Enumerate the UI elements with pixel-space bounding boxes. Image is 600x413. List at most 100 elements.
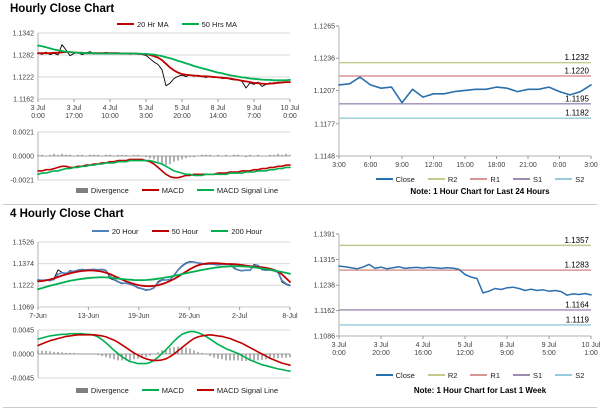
svg-text:1.1164: 1.1164 (565, 300, 589, 309)
four-hourly-macd-chart: 0.0045 0.0000 -0.0045 (10, 328, 291, 383)
svg-text:3:00: 3:00 (584, 162, 598, 169)
svg-text:1.1526: 1.1526 (13, 240, 35, 247)
svg-text:6:00: 6:00 (364, 162, 378, 169)
pivot-24h-note: Note: 1 Hour Chart for Last 24 Hours (410, 187, 550, 196)
svg-text:1.1282: 1.1282 (13, 53, 35, 60)
svg-text:-0.0021: -0.0021 (10, 178, 34, 185)
legend-swatch-line-icon (196, 389, 214, 391)
legend-item-r1: R1 (470, 371, 500, 380)
svg-text:0.0000: 0.0000 (13, 154, 35, 161)
svg-text:0.0021: 0.0021 (13, 130, 35, 137)
legend-swatch-line-icon (141, 389, 159, 391)
legend-swatch-line-icon (470, 374, 488, 376)
svg-text:3:00: 3:00 (332, 162, 346, 169)
svg-text:1.1232: 1.1232 (565, 53, 590, 62)
svg-text:1.1357: 1.1357 (565, 236, 590, 245)
svg-text:1.1222: 1.1222 (13, 283, 35, 290)
legend-swatch-line-icon (513, 374, 530, 376)
svg-text:12:00: 12:00 (425, 162, 443, 169)
legend-item-macd-signal-line: MACD Signal Line (196, 386, 278, 395)
svg-text:13-Jun: 13-Jun (78, 313, 100, 320)
section-divider-bottom (3, 407, 597, 408)
legend-swatch-line-icon (116, 23, 134, 25)
svg-text:1.1207: 1.1207 (314, 88, 336, 95)
svg-text:1.1222: 1.1222 (13, 75, 35, 82)
legend-item-20-hr-ma: 20 Hr MA (116, 20, 169, 29)
svg-text:1.1195: 1.1195 (565, 94, 589, 103)
legend-swatch-line-icon (470, 178, 488, 180)
svg-text:9:00: 9:00 (395, 162, 409, 169)
svg-text:1.1086: 1.1086 (314, 334, 336, 341)
svg-text:1.1283: 1.1283 (565, 261, 590, 270)
svg-text:1.1265: 1.1265 (314, 24, 336, 31)
svg-text:1.1238: 1.1238 (314, 283, 336, 290)
legend-item-macd: MACD (141, 386, 184, 395)
four-hourly-macd-legend: Divergence MACD MACD Signal Line (6, 385, 322, 395)
legend-item-macd: MACD (141, 186, 184, 195)
legend-item-close: Close (375, 175, 415, 184)
svg-text:0.0000: 0.0000 (13, 352, 35, 359)
legend-swatch-line-icon (375, 374, 393, 376)
hourly-chart-title: Hourly Close Chart (10, 3, 115, 15)
svg-text:26-Jun: 26-Jun (178, 313, 200, 320)
svg-text:1.1177: 1.1177 (314, 121, 335, 128)
legend-item-50-hrs-ma: 50 Hrs MA (181, 20, 237, 29)
legend-swatch-line-icon (555, 178, 573, 180)
legend-swatch-line-icon (427, 178, 445, 180)
svg-text:1.1315: 1.1315 (314, 257, 336, 264)
legend-item-divergence: Divergence (75, 386, 129, 395)
svg-text:0:00: 0:00 (553, 162, 567, 169)
svg-text:18:00: 18:00 (488, 162, 506, 169)
legend-item-50-hour: 50 Hour (151, 227, 198, 236)
svg-text:1.1220: 1.1220 (565, 67, 590, 76)
svg-text:1.1374: 1.1374 (13, 261, 35, 268)
legend-item-s2: S2 (555, 371, 584, 380)
legend-swatch-line-icon (91, 230, 109, 232)
legend-item-s1: S1 (513, 175, 542, 184)
four-hourly-chart-title: 4 Hourly Close Chart (10, 208, 124, 220)
legend-item-divergence: Divergence (75, 186, 129, 195)
svg-text:1.1162: 1.1162 (13, 97, 34, 104)
svg-text:2-Jul: 2-Jul (232, 313, 248, 320)
four-hourly-chart-legend: 20 Hour 50 Hour 200 Hour (6, 226, 322, 236)
legend-item-macd-signal-line: MACD Signal Line (196, 186, 278, 195)
legend-item-r2: R2 (427, 371, 457, 380)
legend-swatch-line-icon (375, 178, 393, 180)
legend-item-200-hour: 200 Hour (211, 227, 262, 236)
legend-swatch-line-icon (427, 374, 445, 376)
legend-swatch-bar-icon (75, 187, 88, 193)
legend-item-s2: S2 (555, 175, 584, 184)
hourly-macd-legend: Divergence MACD MACD Signal Line (6, 185, 322, 195)
hourly-macd-chart: 0.0021 0.0000 -0.0021 (10, 130, 291, 185)
svg-text:0.0045: 0.0045 (13, 328, 35, 335)
legend-item-r1: R1 (470, 175, 500, 184)
svg-text:1.1069: 1.1069 (13, 305, 35, 312)
svg-text:1.1391: 1.1391 (314, 232, 336, 239)
section-divider-middle (3, 204, 597, 205)
legend-item-20-hour: 20 Hour (91, 227, 139, 236)
svg-text:-0.0045: -0.0045 (10, 376, 34, 383)
svg-text:7-Jun: 7-Jun (29, 313, 47, 320)
legend-item-s1: S1 (513, 371, 542, 380)
svg-text:1.1148: 1.1148 (314, 154, 335, 161)
svg-text:1.1182: 1.1182 (565, 109, 589, 118)
svg-text:21:00: 21:00 (519, 162, 537, 169)
legend-swatch-bar-icon (75, 387, 88, 393)
